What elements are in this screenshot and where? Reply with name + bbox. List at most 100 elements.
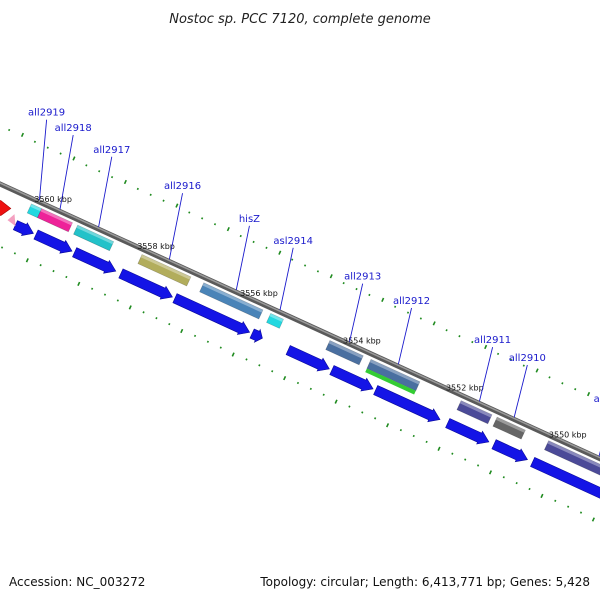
cds-arrow: [12, 220, 34, 236]
inner-tick: [116, 299, 119, 302]
outer-tick: [85, 164, 88, 167]
leader-line: [168, 193, 183, 260]
gene-box-all2910: [492, 416, 526, 440]
leader-line: [59, 135, 74, 210]
inner-tick: [193, 334, 197, 338]
gene-box-all2918: [37, 208, 73, 233]
outer-tick: [123, 179, 127, 185]
outer-tick: [303, 264, 307, 267]
gene-label-all2919: all2919: [28, 108, 65, 119]
summary-text: Topology: circular; Length: 6,413,771 bp…: [259, 575, 590, 589]
gene-label-all2913: all2913: [344, 272, 381, 283]
cds-arrow: [249, 328, 263, 343]
inner-tick: [488, 470, 493, 475]
gene-box-all2917: [73, 224, 115, 252]
kbp-label: 3556 kbp: [240, 289, 278, 298]
inner-tick: [91, 287, 94, 290]
inner-tick: [219, 346, 222, 349]
inner-tick: [515, 481, 518, 485]
inner-tick: [451, 452, 454, 455]
outer-tick: [381, 297, 385, 302]
outer-tick: [406, 311, 410, 314]
inner-tick: [399, 428, 402, 432]
outer-tick: [188, 211, 191, 214]
kbp-labels: 3560 kbp 3558 kbp 3556 kbp 3554 kbp 3552 kbp…: [34, 195, 587, 440]
gene-box-all2913: [325, 340, 364, 366]
inner-tick: [374, 417, 377, 420]
inner-tick: [25, 258, 29, 263]
leader-line: [349, 283, 364, 342]
outer-tick: [265, 246, 268, 249]
leader-line: [235, 225, 250, 291]
inner-tick: [168, 322, 171, 326]
gene-box-shine: [40, 208, 73, 226]
outer-tick: [110, 175, 114, 179]
gene-label-all2916: all2916: [164, 181, 201, 192]
outer-tick: [548, 376, 551, 379]
outer-tick: [33, 140, 36, 143]
gene-track: [26, 203, 600, 476]
inner-tick: [567, 505, 570, 508]
strand-markers: [0, 200, 16, 227]
gene-label-all2910: all2910: [509, 353, 546, 364]
cds-arrow: [33, 229, 73, 254]
outer-tick: [213, 223, 217, 226]
inner-tick: [283, 375, 287, 381]
gene-box-shine: [459, 400, 492, 418]
kbp-label: 3550 kbp: [549, 431, 587, 440]
outer-tick: [149, 193, 152, 196]
gene-label-all2912: all2912: [393, 296, 430, 307]
outer-tick: [8, 128, 11, 132]
accession-text: Accession: NC_003272: [9, 575, 145, 589]
outer-tick: [561, 382, 564, 385]
gene-box-all2911: [456, 400, 493, 425]
kbp-label: 3552 kbp: [446, 383, 484, 392]
inner-tick: [385, 423, 390, 428]
outer-tick: [175, 203, 179, 208]
cds-arrow: [445, 418, 490, 445]
inner-tick: [334, 399, 338, 404]
gene-label-all2909: all2909: [594, 394, 600, 405]
cds-arrow: [329, 365, 374, 392]
inner-tick: [502, 476, 505, 479]
inner-tick: [464, 458, 467, 461]
gene-box-shine: [76, 225, 114, 245]
leader-line: [397, 307, 412, 365]
leader-line: [513, 364, 528, 418]
backbone-line: [0, 181, 600, 462]
gene-box-all2912-band: [365, 368, 416, 395]
backbone-highlight: [0, 182, 600, 459]
inner-tick: [128, 305, 132, 310]
inner-tick-ring: [0, 246, 595, 522]
outer-tick: [355, 287, 358, 291]
gene-box-all2909: [544, 440, 600, 476]
inner-tick: [180, 328, 184, 334]
inner-tick: [231, 352, 235, 357]
inner-tick: [296, 381, 300, 385]
gene-box-shine: [269, 313, 284, 322]
inner-tick: [245, 358, 248, 361]
inner-tick: [309, 387, 312, 391]
outer-tick: [20, 132, 25, 138]
gene-label-asl2914: asl2914: [273, 236, 313, 247]
inner-tick: [540, 493, 544, 499]
outer-tick: [432, 321, 436, 326]
outer-tick: [136, 187, 139, 191]
outer-tick: [278, 250, 282, 255]
outer-tick: [484, 344, 488, 350]
outer-tick: [471, 340, 474, 344]
inner-tick: [271, 370, 274, 373]
inner-tick: [412, 434, 415, 438]
inner-tick: [142, 311, 145, 314]
outer-tick: [535, 368, 539, 373]
outer-tick: [522, 364, 525, 367]
genome-title: Nostoc sp. PCC 7120, complete genome: [169, 12, 431, 27]
origin-marker-pink: [7, 214, 16, 227]
outer-tick: [201, 217, 204, 220]
leader-line: [279, 247, 294, 311]
inner-tick: [348, 405, 351, 408]
outer-tick: [72, 156, 76, 161]
inner-tick: [0, 246, 4, 249]
